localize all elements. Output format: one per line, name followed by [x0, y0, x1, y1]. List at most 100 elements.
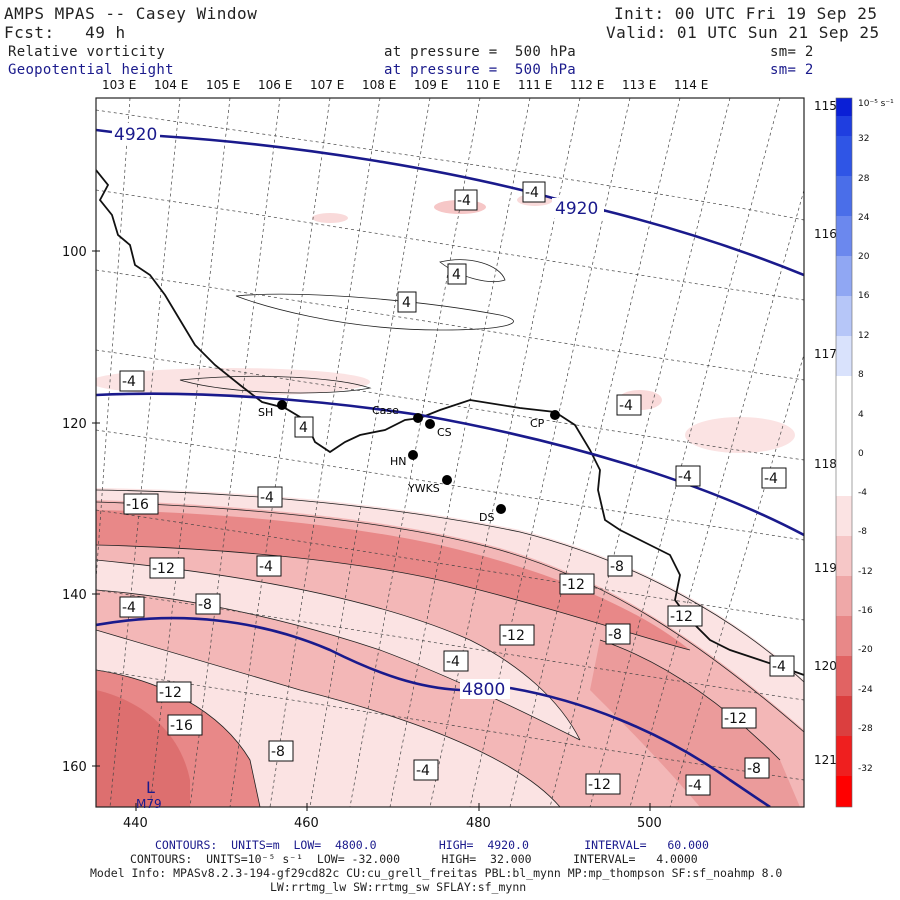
station-marker [496, 504, 506, 514]
vort-label: -4 [122, 600, 136, 616]
lon-label: 104 E [154, 78, 188, 92]
height-contour-info: CONTOURS: UNITS=m LOW= 4800.0 HIGH= 4920… [155, 838, 709, 852]
lon-label: 103 E [102, 78, 136, 92]
vort-label: -4 [122, 374, 136, 390]
lon-label: 112 E [570, 78, 604, 92]
vorticity-band-dark [96, 510, 690, 650]
lon-label: 106 E [258, 78, 292, 92]
lon-label: 108 E [362, 78, 396, 92]
station-marker [425, 419, 435, 429]
height-label: 4800 [462, 680, 505, 700]
colorbar-tick: -28 [858, 724, 873, 734]
station-label: Case [372, 404, 399, 417]
vort-label: -8 [608, 627, 622, 643]
x-tick-label: 500 [637, 816, 662, 831]
station-marker [408, 450, 418, 460]
vorticity-contour-info: CONTOURS: UNITS=10⁻⁵ s⁻¹ LOW= -32.000 HI… [130, 852, 698, 866]
station-label: SH [258, 406, 273, 419]
bottom-x-axis: 440 460 480 500 [123, 803, 662, 831]
vorticity-contours [96, 259, 804, 807]
y-tick-label: 160 [62, 760, 87, 775]
field2-level: at pressure = 500 hPa [384, 62, 577, 78]
vort-label: -4 [678, 469, 692, 485]
lon-label: 114 E [674, 78, 708, 92]
vort-label: -16 [126, 497, 149, 513]
low-marker: L [146, 778, 155, 797]
x-tick-label: 440 [123, 816, 148, 831]
colorbar-tick: -20 [858, 645, 873, 655]
vorticity-lowerleft-core [96, 690, 190, 807]
station-layer: SH Case CS CP HN YWKS DS [258, 400, 560, 524]
vort-label: -4 [446, 654, 460, 670]
vort-label: -8 [271, 744, 285, 760]
lon-label: 109 E [414, 78, 448, 92]
vorticity-blob [312, 213, 348, 223]
vort-label: -16 [170, 718, 193, 734]
forecast-hour: Fcst: 49 h [4, 23, 126, 42]
height-label: 4920 [555, 199, 598, 219]
colorbar-tick: -4 [858, 488, 867, 498]
colorbar [835, 97, 853, 808]
lon-label: 110 E [466, 78, 500, 92]
vort-label: -4 [764, 471, 778, 487]
lon-label: 105 E [206, 78, 240, 92]
vort-label: -12 [588, 777, 611, 793]
station-label: HN [390, 455, 407, 468]
lon-label: 107 E [310, 78, 344, 92]
colorbar-tick: 20 [858, 252, 870, 262]
vorticity-label-layer: -4 -4 4 4 -4 -4 4 -4 -4 -4 -4 -16 -12 -4… [119, 181, 795, 796]
colorbar-tick: 24 [858, 213, 870, 223]
vort-label: -8 [610, 559, 624, 575]
y-tick-label: 100 [62, 245, 87, 260]
field1-smoothing: sm= 2 [770, 44, 814, 60]
height-label: 4920 [114, 125, 157, 145]
colorbar-tick: -12 [858, 567, 873, 577]
vort-label: -4 [457, 193, 471, 209]
station-marker [442, 475, 452, 485]
colorbar-tick: -16 [858, 606, 873, 616]
lon-label: 113 E [622, 78, 656, 92]
colorbar-tick: 0 [858, 449, 864, 459]
station-label: DS [479, 511, 494, 524]
vort-label: -12 [562, 577, 585, 593]
height-label-layer: 4920 4920 4800 [112, 123, 604, 700]
colorbar-tick: 12 [858, 331, 869, 341]
top-lon-axis: 103 E 104 E 105 E 106 E 107 E 108 E 109 … [102, 78, 708, 92]
vort-label: -4 [688, 778, 702, 794]
colorbar-tick: 16 [858, 291, 870, 301]
vort-label: -4 [619, 398, 633, 414]
vort-label: -8 [747, 761, 761, 777]
vort-label: -12 [152, 561, 175, 577]
colorbar-labels: 10⁻⁵ s⁻¹ 32 28 24 20 16 12 8 4 0 -4 -8 -… [858, 99, 894, 774]
vort-label: -12 [670, 609, 693, 625]
colorbar-tick: -24 [858, 685, 873, 695]
vort-label: -8 [198, 597, 212, 613]
vort-label: 4 [402, 295, 411, 311]
colorbar-tick: -32 [858, 764, 873, 774]
x-tick-label: 460 [294, 816, 319, 831]
low-value: M79 [136, 797, 162, 811]
y-tick-label: 120 [62, 417, 87, 432]
vort-label: -4 [772, 659, 786, 675]
plot-title: AMPS MPAS -- Casey Window [4, 4, 258, 23]
station-marker [277, 400, 287, 410]
vort-label: 4 [452, 267, 461, 283]
field2-smoothing: sm= 2 [770, 62, 814, 78]
model-info: Model Info: MPASv8.2.3-194-gf29cd82c CU:… [90, 866, 783, 880]
height-contour-4800 [96, 616, 771, 807]
station-label: YWKS [407, 482, 440, 495]
init-time: Init: 00 UTC Fri 19 Sep 25 [614, 4, 878, 23]
station-marker [413, 413, 423, 423]
field1-level: at pressure = 500 hPa [384, 44, 577, 60]
station-label: CS [437, 426, 452, 439]
coastline [96, 169, 804, 676]
colorbar-tick: 4 [858, 410, 864, 420]
model-info-physics: LW:rrtmg_lw SW:rrtmg_sw SFLAY:sf_mynn [270, 880, 527, 894]
lon-label: 111 E [518, 78, 552, 92]
field1-name: Relative vorticity [8, 44, 166, 60]
vorticity-blob [685, 417, 795, 453]
vort-label: 4 [299, 420, 308, 436]
vort-label: -4 [259, 559, 273, 575]
vort-label: -4 [260, 490, 274, 506]
